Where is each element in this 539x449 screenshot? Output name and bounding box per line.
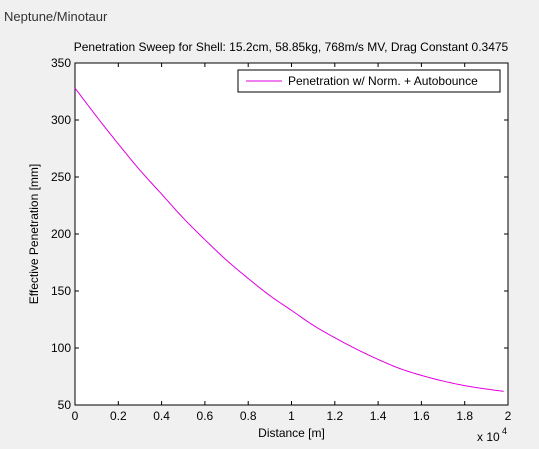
x-tick-label: 0 — [72, 409, 79, 423]
y-tick-label: 250 — [51, 170, 71, 184]
x-tick-label: 1.6 — [413, 409, 430, 423]
x-exponent-base: x 10 — [477, 430, 500, 444]
y-tick-label: 100 — [51, 341, 71, 355]
chart-title: Penetration Sweep for Shell: 15.2cm, 58.… — [74, 40, 509, 54]
y-tick-label: 150 — [51, 284, 71, 298]
series-line-penetration — [74, 87, 504, 392]
legend-label: Penetration w/ Norm. + Autobounce — [288, 74, 478, 88]
x-tick-label: 0.4 — [153, 409, 170, 423]
penetration-chart: Penetration Sweep for Shell: 15.2cm, 58.… — [27, 40, 512, 444]
series-layer — [74, 87, 504, 392]
x-tick-label: 1 — [288, 409, 295, 423]
y-tick-label: 50 — [58, 398, 72, 412]
y-axis-label: Effective Penetration [mm] — [27, 164, 41, 305]
y-tick-label: 300 — [51, 113, 71, 127]
y-tick-label: 350 — [51, 56, 71, 70]
y-axis-ticks: 50 100 150 200 250 300 350 — [51, 56, 508, 412]
x-axis-ticks: 0 0.2 0.4 0.6 0.8 1 1.2 1.4 1.6 1.8 2 — [72, 63, 512, 423]
x-tick-label: 0.6 — [197, 409, 214, 423]
legend-box — [237, 69, 501, 93]
x-tick-label: 0.8 — [240, 409, 257, 423]
x-exponent-power: 4 — [502, 426, 507, 436]
x-axis-exponent: x 10 4 — [477, 426, 507, 444]
legend: Penetration w/ Norm. + Autobounce — [237, 69, 501, 93]
x-tick-label: 0.2 — [110, 409, 127, 423]
x-tick-label: 1.4 — [370, 409, 387, 423]
x-tick-label: 2 — [505, 409, 512, 423]
plot-area — [74, 62, 509, 406]
x-axis-label: Distance [m] — [258, 426, 325, 440]
x-tick-label: 1.8 — [456, 409, 473, 423]
figure-window-title: Neptune/Minotaur — [4, 9, 108, 24]
x-tick-label: 1.2 — [326, 409, 343, 423]
y-tick-label: 200 — [51, 227, 71, 241]
figure-window-header: Neptune/Minotaur — [0, 0, 539, 32]
